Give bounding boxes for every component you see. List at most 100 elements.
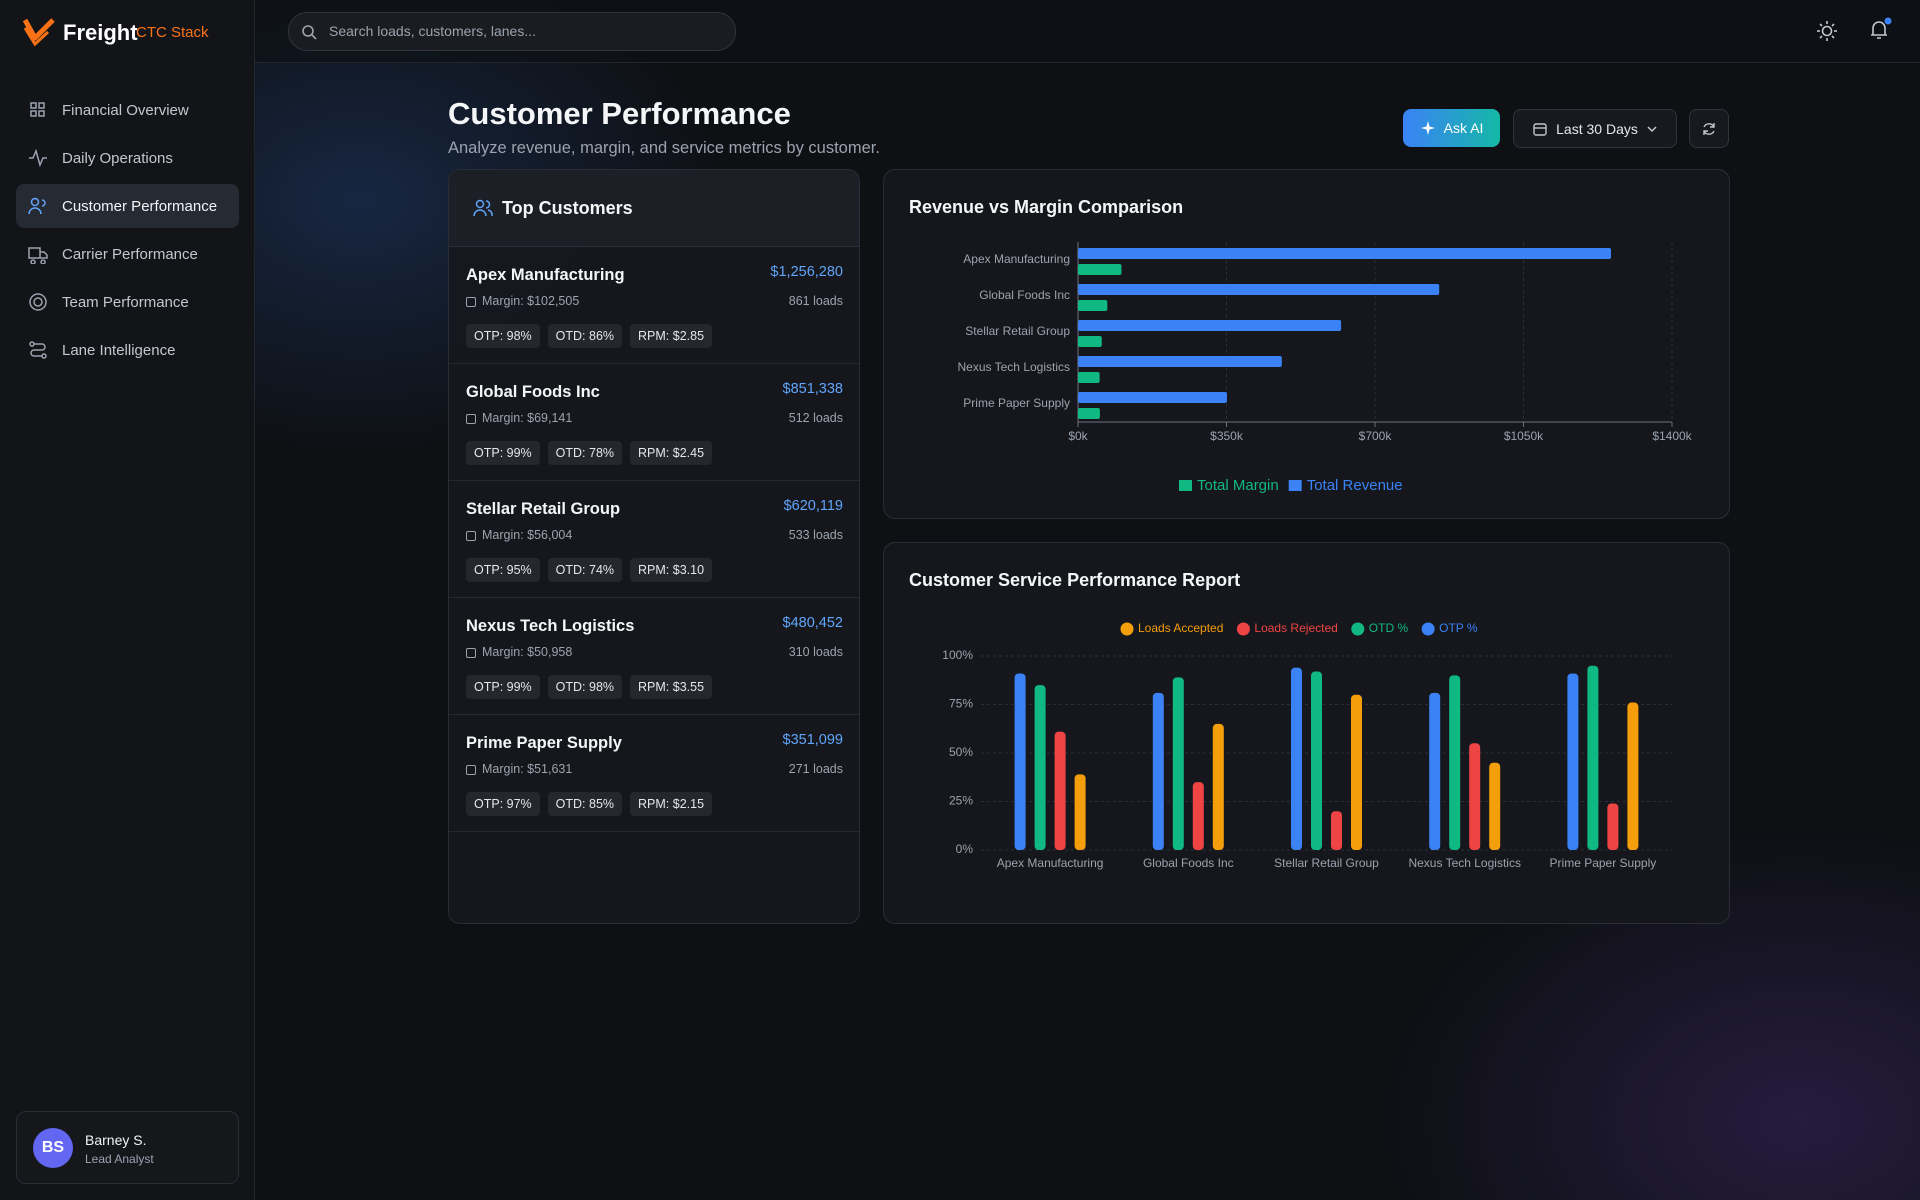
margin-icon [466,531,476,541]
metric-badge: OTD: 86% [547,324,623,348]
panel-title: Top Customers [502,198,633,218]
bar [1078,264,1122,275]
y-tick-label: Stellar Retail Group [965,324,1070,338]
customer-row[interactable]: Global Foods Inc $851,338 Margin: $69,141 5… [449,363,859,481]
customer-row[interactable]: Nexus Tech Logistics $480,452 Margin: $50,… [449,597,859,715]
margin-icon [466,648,476,658]
bar [1054,731,1066,850]
legend-label: OTP % [1439,621,1478,635]
search-box[interactable]: Search loads, customers, lanes... [288,12,736,51]
bar [1078,336,1102,347]
nav-item[interactable]: Customer Performance [16,184,239,228]
sparkle-icon [1420,121,1435,135]
nav-label: Lane Intelligence [62,341,176,359]
legend-swatch [1351,622,1365,636]
y-tick-label: 0% [956,842,974,856]
customer-loads: 271 loads [788,762,843,776]
sidebar: Freight CTC Stack Financial Overview Dail… [0,0,255,1200]
x-tick-label: Global Foods Inc [1143,856,1234,870]
metric-badge: OTP: 99% [466,441,540,465]
page-subtitle: Analyze revenue, margin, and service met… [448,139,880,157]
bar [1567,673,1579,850]
y-tick-label: 100% [942,648,973,662]
x-tick-label: Apex Manufacturing [997,856,1104,870]
y-tick-label: Global Foods Inc [979,288,1070,302]
bar [1034,685,1046,850]
brand-name: Freight [63,20,138,45]
customer-revenue: $620,119 [783,498,843,514]
ask-ai-button[interactable]: Ask AI [1403,109,1500,147]
theme-toggle[interactable] [1815,19,1839,43]
y-tick-label: Prime Paper Supply [963,396,1070,410]
metric-badge: OTD: 78% [547,441,623,465]
y-tick-label: 25% [949,794,973,808]
customer-revenue: $851,338 [782,381,843,397]
page-title: Customer Performance [448,96,791,131]
nav-item[interactable]: Daily Operations [16,136,239,180]
nav-item[interactable]: Lane Intelligence [16,328,239,372]
y-tick-label: Nexus Tech Logistics [958,360,1071,374]
nav-item[interactable]: Financial Overview [16,88,239,132]
chevron [1647,125,1657,132]
customer-row[interactable]: Stellar Retail Group $620,119 Margin: $56,… [449,480,859,598]
badges: OTP: 99% OTD: 78% RPM: $2.45 [466,441,713,465]
nav-icon [29,293,47,311]
badges: OTP: 95% OTD: 74% RPM: $3.10 [466,558,713,582]
brand-tag: CTC Stack [136,24,209,41]
customer-margin: Margin: $51,631 [482,762,573,776]
bar [1078,248,1612,259]
date-range-label: Last 30 Days [1556,120,1638,137]
nav-icon [30,102,45,117]
margin-icon [466,414,476,424]
y-tick-label: 50% [949,745,973,759]
panel-header: Top Customers [449,170,859,247]
customers-icon [473,199,493,217]
bar [1469,743,1481,850]
bar [1489,762,1501,850]
customer-loads: 310 loads [788,645,843,659]
bar [1078,320,1342,331]
legend-label: OTD % [1369,621,1409,635]
avatar: BS [33,1128,73,1168]
refresh-button[interactable] [1689,109,1729,148]
customer-row[interactable]: Apex Manufacturing $1,256,280 Margin: $102… [449,246,859,364]
bar [1311,671,1322,850]
bar [1078,408,1100,419]
bar [1014,673,1026,850]
margin-icon [466,297,476,307]
date-range[interactable]: Last 30 Days [1513,109,1677,148]
bar [1627,702,1639,850]
customer-name: Prime Paper Supply [466,734,622,752]
bar [1449,675,1461,850]
nav-item[interactable]: Carrier Performance [16,232,239,276]
metric-badge: OTP: 98% [466,324,540,348]
nav-label: Team Performance [62,293,189,311]
legend-label: Total Revenue [1307,477,1403,494]
nav-label: Carrier Performance [62,245,198,263]
bar [1078,356,1282,367]
x-tick-label: Nexus Tech Logistics [1408,856,1521,870]
logo [22,18,55,47]
customer-loads: 533 loads [788,528,843,542]
badges: OTP: 97% OTD: 85% RPM: $2.15 [466,792,713,816]
x-tick-label: $350k [1210,429,1244,443]
y-tick-label: Apex Manufacturing [963,252,1070,266]
customer-margin: Margin: $50,958 [482,645,573,659]
metric-badge: RPM: $3.55 [630,675,713,699]
bar [1429,692,1441,850]
legend-label: Total Margin [1197,477,1279,494]
customer-name: Global Foods Inc [466,383,600,401]
legend-swatch [1288,480,1302,491]
nav-label: Financial Overview [62,101,189,119]
bar [1291,667,1302,850]
nav-item[interactable]: Team Performance [16,280,239,324]
customer-margin: Margin: $102,505 [482,294,580,308]
nav-label: Customer Performance [62,197,218,215]
notifications[interactable] [1866,16,1894,44]
legend-label: Loads Accepted [1138,621,1223,635]
badges: OTP: 98% OTD: 86% RPM: $2.85 [466,324,713,348]
customer-row[interactable]: Prime Paper Supply $351,099 Margin: $51,63… [449,714,859,832]
x-tick-label: $0k [1068,429,1088,443]
metric-badge: OTP: 97% [466,792,540,816]
user-card[interactable]: BS Barney S. Lead Analyst [16,1111,239,1184]
